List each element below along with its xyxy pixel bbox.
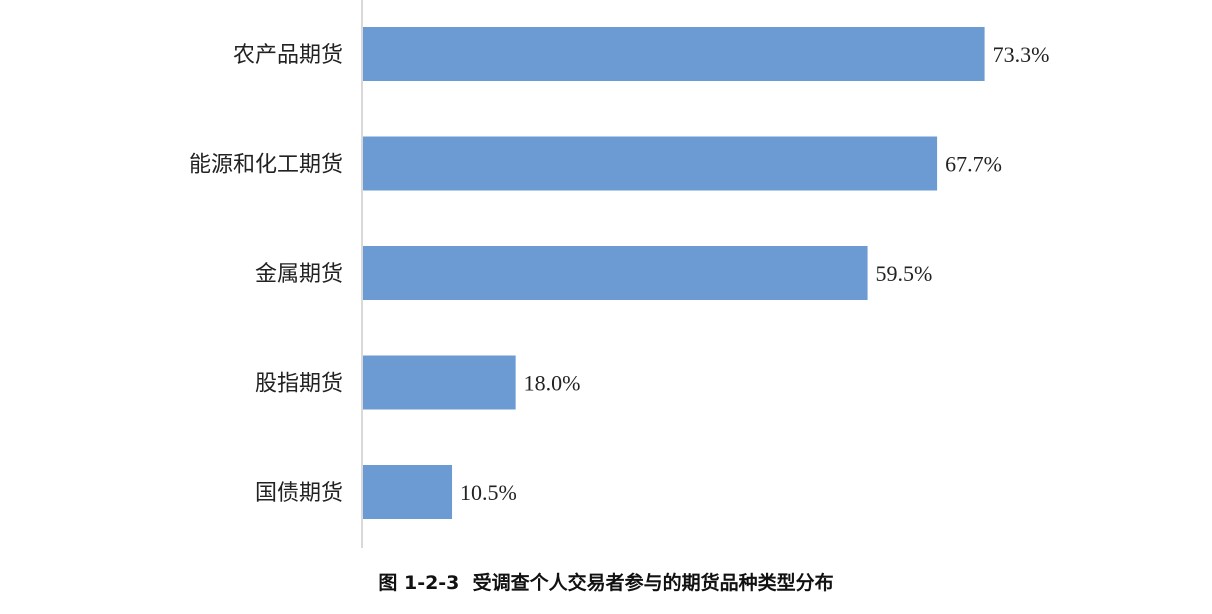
data-label: 67.7% (945, 152, 1002, 177)
category-label: 金属期货 (255, 262, 343, 287)
category-label: 农产品期货 (233, 43, 343, 68)
bar (363, 27, 985, 81)
bar (363, 136, 938, 191)
category-label: 能源和化工期货 (189, 153, 343, 178)
data-label: 10.5% (460, 480, 517, 505)
bar (363, 246, 868, 300)
data-label: 73.3% (993, 42, 1050, 67)
figure-caption: 图 1-2-3 受调查个人交易者参与的期货品种类型分布 (378, 572, 834, 594)
data-label: 59.5% (876, 261, 933, 286)
category-label: 股指期货 (255, 372, 343, 397)
data-label: 18.0% (524, 371, 581, 396)
bar (363, 465, 453, 519)
category-label: 国债期货 (255, 481, 343, 506)
bar-chart: 农产品期货 73.3% 能源和化工期货 67.7% 金属期货 59.5% 股指期货 18.0%… (189, 0, 1050, 548)
bar (363, 355, 516, 410)
